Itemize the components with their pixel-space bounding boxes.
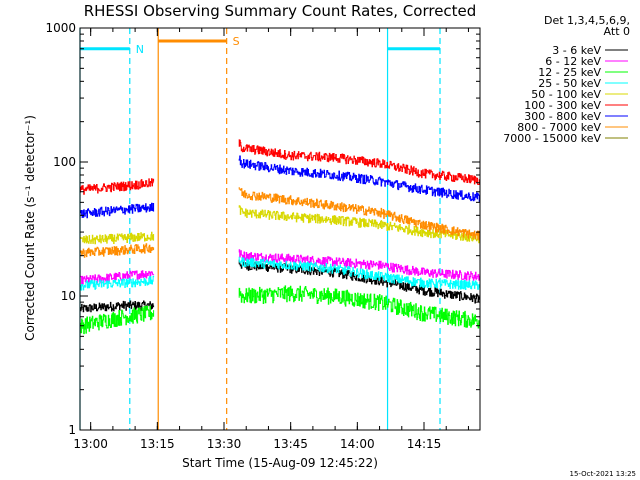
series-line <box>238 256 481 290</box>
y-tick-label: 1000 <box>45 21 76 35</box>
y-axis-label: Corrected Count Rate (s⁻¹ detector⁻¹) <box>23 115 37 341</box>
legend-header: Det 1,3,4,5,6,9, <box>544 14 630 27</box>
legend-entry-label: 800 - 7000 keV <box>517 121 601 134</box>
legend-entry-label: 50 - 100 keV <box>531 88 601 101</box>
legend-entry-label: 25 - 50 keV <box>538 77 601 90</box>
legend-entry-label: 300 - 800 keV <box>524 110 601 123</box>
series-line <box>80 178 155 195</box>
plot-frame <box>79 27 481 431</box>
series-line <box>80 202 155 219</box>
x-tick-label: 14:00 <box>340 437 375 451</box>
legend-entry-label: 100 - 300 keV <box>524 99 601 112</box>
legend-entry-label: 6 - 12 keV <box>545 55 601 68</box>
series-line <box>238 205 481 244</box>
series-line <box>80 305 155 335</box>
chart-title: RHESSI Observing Summary Count Rates, Co… <box>84 2 477 20</box>
legend-header: Att 0 <box>604 25 630 38</box>
y-tick-label: 100 <box>53 155 76 169</box>
flag-label: N <box>136 43 144 56</box>
y-tick-label: 1 <box>68 423 76 437</box>
series-line <box>80 231 155 245</box>
series-line <box>80 243 155 258</box>
series-line <box>238 139 481 185</box>
legend-entry-label: 12 - 25 keV <box>538 66 601 79</box>
x-tick-label: 13:00 <box>73 437 108 451</box>
series-lines <box>80 139 481 335</box>
footer-date: 15-Oct-2021 13:25 <box>570 470 636 478</box>
x-tick-label: 13:15 <box>140 437 175 451</box>
x-tick-label: 13:45 <box>273 437 308 451</box>
x-axis-label: Start Time (15-Aug-09 12:45:22) <box>182 456 378 470</box>
legend-entry-label: 3 - 6 keV <box>552 44 601 57</box>
series-line <box>238 285 481 329</box>
series-line <box>238 187 481 241</box>
axes: 1 10 100 1000 13:00 13:15 13:30 13:45 14:00 14:15 <box>45 21 481 451</box>
attenuator-flags: NS <box>79 28 441 430</box>
series-line <box>80 270 155 286</box>
series-line <box>80 275 155 291</box>
series-line <box>238 155 481 202</box>
y-tick-label: 10 <box>61 289 76 303</box>
series-line <box>238 249 481 281</box>
flag-label: S <box>233 35 240 48</box>
legend-entry-label: 7000 - 15000 keV <box>503 132 601 145</box>
x-tick-label: 14:15 <box>407 437 442 451</box>
x-tick-label: 13:30 <box>207 437 242 451</box>
